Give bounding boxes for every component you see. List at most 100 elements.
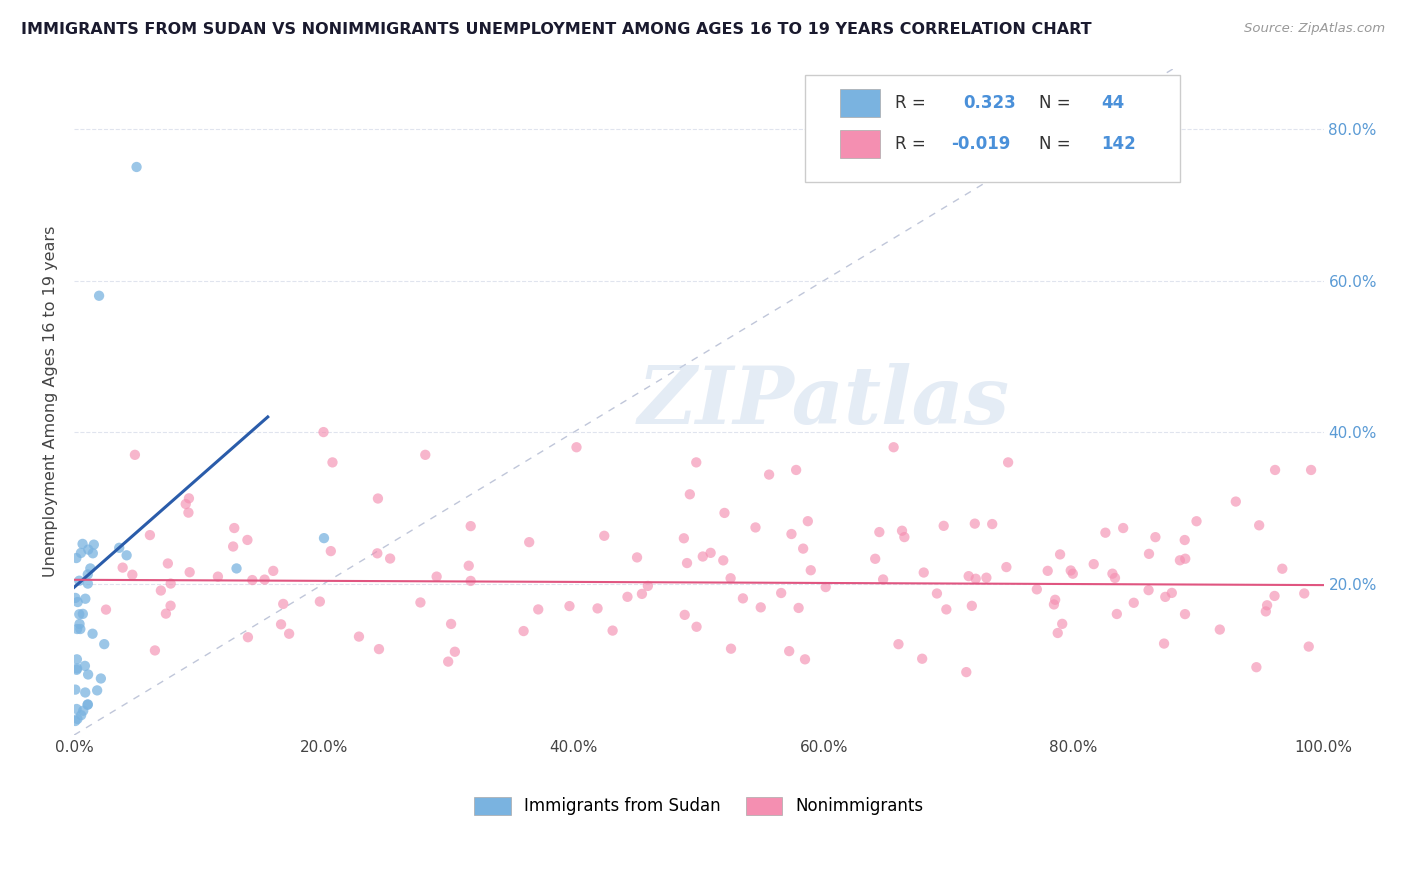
Point xyxy=(82,546,104,560)
Point xyxy=(460,574,482,588)
Point xyxy=(995,560,1018,574)
Point xyxy=(367,491,389,506)
Point xyxy=(780,527,803,541)
Point xyxy=(457,558,479,573)
Point xyxy=(814,580,837,594)
Point xyxy=(631,587,654,601)
Point xyxy=(1094,525,1116,540)
Point xyxy=(797,514,820,528)
Point xyxy=(679,487,702,501)
Point xyxy=(155,607,177,621)
Point xyxy=(76,698,98,712)
Point xyxy=(911,651,934,665)
Point xyxy=(1062,566,1084,581)
Point xyxy=(1025,582,1047,597)
Point xyxy=(66,702,89,716)
Point xyxy=(1160,586,1182,600)
Text: Source: ZipAtlas.com: Source: ZipAtlas.com xyxy=(1244,22,1385,36)
Point xyxy=(366,546,388,560)
Text: R =: R = xyxy=(896,95,931,112)
Point xyxy=(558,599,581,613)
Point xyxy=(794,652,817,666)
Point xyxy=(271,597,294,611)
Point xyxy=(965,572,987,586)
Point xyxy=(1154,590,1177,604)
Point xyxy=(616,590,638,604)
Point xyxy=(692,549,714,564)
Text: 142: 142 xyxy=(1101,136,1136,153)
Point xyxy=(872,573,894,587)
Text: -0.019: -0.019 xyxy=(952,136,1011,153)
Point xyxy=(935,602,957,616)
Point xyxy=(517,535,540,549)
Point xyxy=(586,601,609,615)
Point xyxy=(1185,514,1208,528)
Point xyxy=(222,540,245,554)
Point xyxy=(527,602,550,616)
Point xyxy=(955,665,977,679)
Point xyxy=(70,708,93,723)
Point xyxy=(720,571,742,585)
Point xyxy=(512,624,534,638)
Point xyxy=(83,538,105,552)
Point xyxy=(1174,533,1197,547)
Point xyxy=(1271,562,1294,576)
Point xyxy=(699,546,721,560)
Point xyxy=(319,544,342,558)
Point xyxy=(69,617,91,632)
Point xyxy=(1049,548,1071,562)
Point xyxy=(225,561,247,575)
Point xyxy=(79,561,101,575)
Text: R =: R = xyxy=(896,136,931,153)
Text: N =: N = xyxy=(1039,95,1076,112)
Point xyxy=(672,531,695,545)
Point xyxy=(177,506,200,520)
Point xyxy=(912,566,935,580)
Legend: Immigrants from Sudan, Nonimmigrants: Immigrants from Sudan, Nonimmigrants xyxy=(467,790,931,822)
Point xyxy=(90,672,112,686)
Point xyxy=(1112,521,1135,535)
Point xyxy=(800,563,823,577)
Point xyxy=(711,553,734,567)
Point xyxy=(224,521,246,535)
Point xyxy=(312,425,335,439)
Point xyxy=(159,599,181,613)
Point xyxy=(685,620,707,634)
Point xyxy=(87,289,110,303)
Point xyxy=(565,440,588,454)
Point xyxy=(121,567,143,582)
Point xyxy=(72,537,94,551)
Point xyxy=(976,571,998,585)
Point xyxy=(960,599,983,613)
Point xyxy=(1249,518,1271,533)
FancyBboxPatch shape xyxy=(806,75,1180,182)
Point xyxy=(778,644,800,658)
Point xyxy=(1043,592,1066,607)
Point xyxy=(1174,551,1197,566)
Point xyxy=(637,579,659,593)
Point xyxy=(1264,463,1286,477)
Point xyxy=(626,550,648,565)
Point xyxy=(1254,604,1277,618)
Point xyxy=(602,624,624,638)
Point xyxy=(86,683,108,698)
Point xyxy=(1105,607,1128,621)
Point xyxy=(236,533,259,547)
Point xyxy=(437,655,460,669)
Point xyxy=(1043,598,1066,612)
Point xyxy=(1298,640,1320,654)
Point xyxy=(75,591,97,606)
Point xyxy=(174,497,197,511)
Point xyxy=(149,583,172,598)
Point xyxy=(932,519,955,533)
Point xyxy=(409,595,432,609)
Point xyxy=(770,586,793,600)
Point xyxy=(460,519,482,533)
Point xyxy=(368,642,391,657)
Point xyxy=(159,576,181,591)
Point xyxy=(70,546,93,560)
Point xyxy=(1104,571,1126,585)
Point xyxy=(312,531,335,545)
Point xyxy=(1256,599,1278,613)
Point xyxy=(1137,583,1160,598)
